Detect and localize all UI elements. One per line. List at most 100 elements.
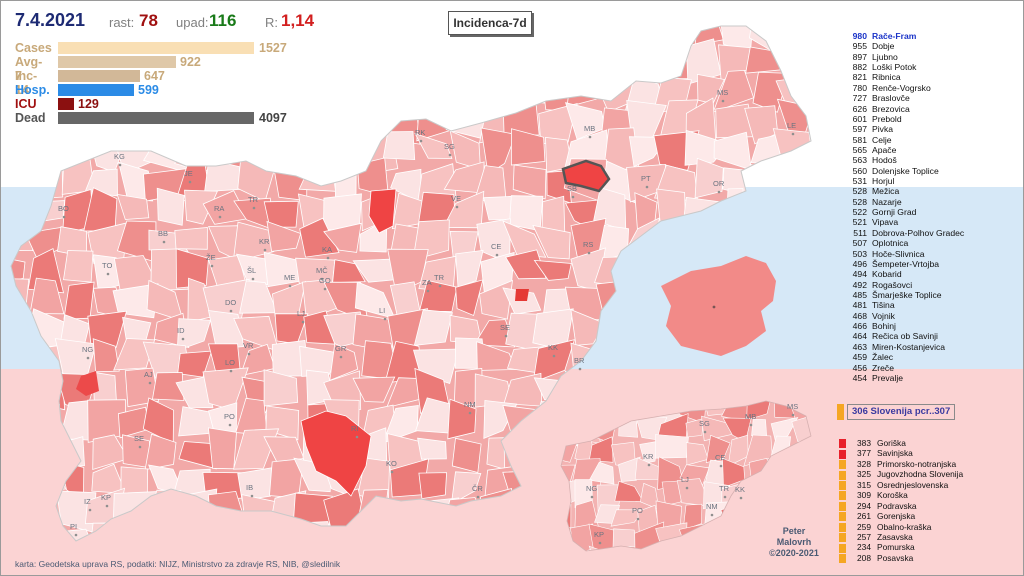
municipality-area bbox=[574, 479, 593, 509]
municipality-area bbox=[423, 549, 459, 576]
municipality-incidence: 780 bbox=[852, 82, 867, 93]
municipality-area bbox=[796, 463, 811, 484]
region-inset-outline bbox=[560, 400, 812, 552]
municipality-rank-row: 511 Dobrova-Polhov Gradec bbox=[847, 228, 964, 238]
region-rank-row: 383 Goriška bbox=[839, 438, 963, 449]
stat-bar bbox=[58, 84, 134, 96]
municipality-incidence: 521 bbox=[852, 217, 867, 228]
municipality-area bbox=[11, 374, 31, 402]
municipality-area bbox=[237, 467, 272, 501]
municipality-area bbox=[773, 256, 811, 286]
municipality-area bbox=[552, 551, 578, 576]
city-dot bbox=[188, 180, 192, 184]
municipality-area bbox=[11, 430, 34, 470]
municipality-area bbox=[564, 370, 600, 409]
municipality-area bbox=[63, 250, 94, 283]
municipality-area bbox=[787, 477, 811, 511]
municipality-area bbox=[772, 199, 811, 230]
region-incidence: 377 bbox=[857, 448, 871, 459]
municipality-area bbox=[142, 522, 184, 541]
region-name: Savinjska bbox=[877, 448, 913, 459]
municipality-area bbox=[32, 441, 68, 469]
municipality-name: Dobje bbox=[872, 41, 895, 52]
municipality-incidence: 481 bbox=[852, 300, 867, 311]
municipality-area bbox=[749, 163, 781, 193]
region-name: Obalno-kraška bbox=[877, 521, 932, 532]
date: 7.4.2021 bbox=[15, 10, 86, 30]
city-dot bbox=[288, 284, 292, 288]
stat-value: 599 bbox=[138, 83, 159, 97]
municipality-area bbox=[561, 412, 579, 447]
municipality-area bbox=[743, 200, 783, 234]
municipality-area bbox=[266, 220, 302, 252]
municipality-area bbox=[542, 550, 576, 576]
region-dot bbox=[590, 495, 594, 499]
region-label: TR bbox=[719, 484, 730, 493]
municipality-area bbox=[618, 456, 641, 482]
country-outline bbox=[10, 25, 812, 542]
city-dot bbox=[645, 185, 649, 189]
growth-label: rast: bbox=[109, 15, 135, 30]
municipality-area bbox=[626, 282, 665, 322]
municipality-incidence: 496 bbox=[852, 258, 867, 269]
municipality-name: Prevalje bbox=[872, 372, 904, 383]
municipality-area bbox=[502, 39, 545, 83]
overview-dot bbox=[712, 305, 716, 309]
municipality-area bbox=[356, 40, 398, 82]
highlight-rače-fram[interactable] bbox=[561, 159, 611, 193]
municipality-incidence: 492 bbox=[852, 279, 867, 290]
municipality-rank-row: 466 Bohinj bbox=[847, 321, 964, 331]
municipality-rank-row: 897 Ljubno bbox=[847, 52, 964, 62]
hotspot-ribnica-loski-potok[interactable] bbox=[300, 410, 372, 497]
city-label: PT bbox=[641, 174, 651, 183]
hotspot-ljubno[interactable] bbox=[368, 188, 397, 234]
municipality-incidence: 821 bbox=[852, 72, 867, 83]
municipality-name: Dolenjske Toplice bbox=[872, 165, 939, 176]
city-dot bbox=[504, 334, 508, 338]
region-incidence: 383 bbox=[857, 438, 871, 448]
municipality-area bbox=[599, 312, 633, 354]
municipality-name: Zreče bbox=[872, 362, 894, 373]
municipality-area bbox=[805, 101, 811, 143]
hotspot-dobje[interactable] bbox=[515, 289, 529, 301]
municipality-incidence: 882 bbox=[852, 62, 867, 73]
municipality-area bbox=[418, 472, 448, 500]
city-dot bbox=[578, 367, 582, 371]
municipality-area bbox=[144, 433, 177, 471]
municipality-area bbox=[352, 376, 396, 403]
municipality-name: Miren-Kostanjevica bbox=[872, 341, 946, 352]
city-dot bbox=[717, 190, 721, 194]
city-label: BR bbox=[574, 356, 585, 365]
municipality-area bbox=[808, 26, 811, 51]
hotspot-renče-vogrsko[interactable] bbox=[76, 371, 99, 396]
city-dot bbox=[252, 206, 256, 210]
municipality-area bbox=[11, 464, 36, 502]
city-dot bbox=[355, 435, 359, 439]
municipality-area bbox=[502, 469, 549, 503]
municipality-area bbox=[124, 367, 160, 408]
municipality-area bbox=[776, 224, 811, 261]
city-label: KK bbox=[548, 343, 558, 352]
region-incidence: 208 bbox=[857, 552, 871, 563]
municipality-area bbox=[746, 401, 773, 421]
municipality-name: Horjul bbox=[872, 176, 895, 187]
footer-source: karta: Geodetska uprava RS, podatki: NIJ… bbox=[15, 559, 341, 569]
municipality-area bbox=[532, 224, 571, 260]
municipality-area bbox=[772, 26, 811, 49]
stat-label: Avg-7 bbox=[15, 55, 43, 83]
municipality-area bbox=[11, 492, 34, 535]
stat-bar bbox=[58, 98, 74, 110]
municipality-area bbox=[398, 556, 425, 576]
region-name: Posavska bbox=[877, 552, 914, 563]
stat-bar bbox=[58, 42, 254, 54]
municipality-area bbox=[449, 556, 485, 576]
municipality-area bbox=[239, 526, 274, 541]
region-name: Primorsko-notranjska bbox=[877, 458, 957, 469]
municipality-name: Gornji Grad bbox=[872, 207, 917, 218]
city-label: LO bbox=[225, 358, 235, 367]
decline-value: 116 bbox=[209, 11, 237, 30]
municipality-area bbox=[612, 528, 638, 549]
municipality-area bbox=[538, 103, 578, 145]
region-label: NM bbox=[706, 502, 718, 511]
municipality-incidence: 727 bbox=[852, 93, 867, 104]
